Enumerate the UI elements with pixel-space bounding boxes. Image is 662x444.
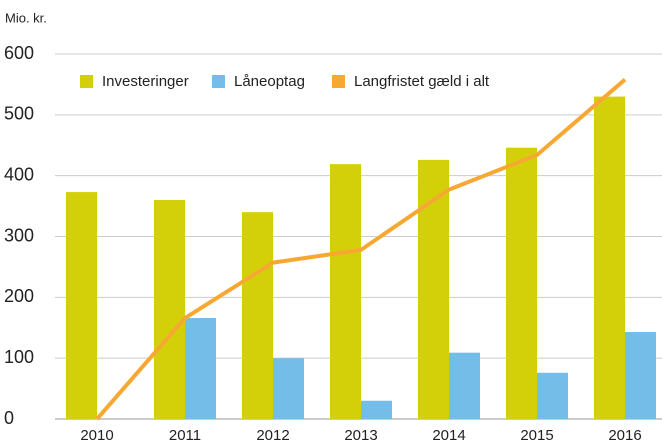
bar — [185, 318, 216, 419]
bar — [361, 400, 392, 419]
y-tick-label: 600 — [4, 43, 34, 63]
legend-label: Låneoptag — [234, 73, 305, 90]
bar — [330, 164, 361, 419]
bar — [66, 192, 97, 419]
y-tick-label: 100 — [4, 347, 34, 367]
x-tick-label: 2011 — [169, 427, 201, 444]
x-tick-label: 2012 — [256, 427, 289, 444]
legend-label: Investeringer — [102, 73, 189, 90]
y-tick-label: 0 — [4, 408, 14, 428]
x-tick-label: 2016 — [608, 427, 641, 444]
bar — [625, 332, 656, 419]
bar — [537, 372, 568, 419]
bar — [418, 159, 449, 419]
legend-swatch — [80, 75, 93, 88]
bar — [242, 212, 273, 419]
x-tick-label: 2014 — [432, 427, 465, 444]
legend-label: Langfristet gæld i alt — [354, 73, 490, 90]
legend-swatch — [212, 75, 225, 88]
x-tick-label: 2010 — [80, 427, 113, 444]
y-tick-label: 300 — [4, 225, 34, 245]
y-tick-label: 400 — [4, 164, 34, 184]
bar — [154, 200, 185, 419]
x-tick-label: 2015 — [520, 427, 553, 444]
bar — [273, 358, 304, 419]
bar — [506, 147, 537, 419]
y-tick-label: 200 — [4, 286, 34, 306]
legend-swatch — [332, 75, 345, 88]
y-tick-label: 500 — [4, 104, 34, 124]
bar — [449, 352, 480, 419]
bar — [594, 96, 625, 419]
line — [95, 78, 627, 421]
y-axis-label: Mio. kr. — [5, 10, 47, 25]
x-tick-label: 2013 — [344, 427, 377, 444]
